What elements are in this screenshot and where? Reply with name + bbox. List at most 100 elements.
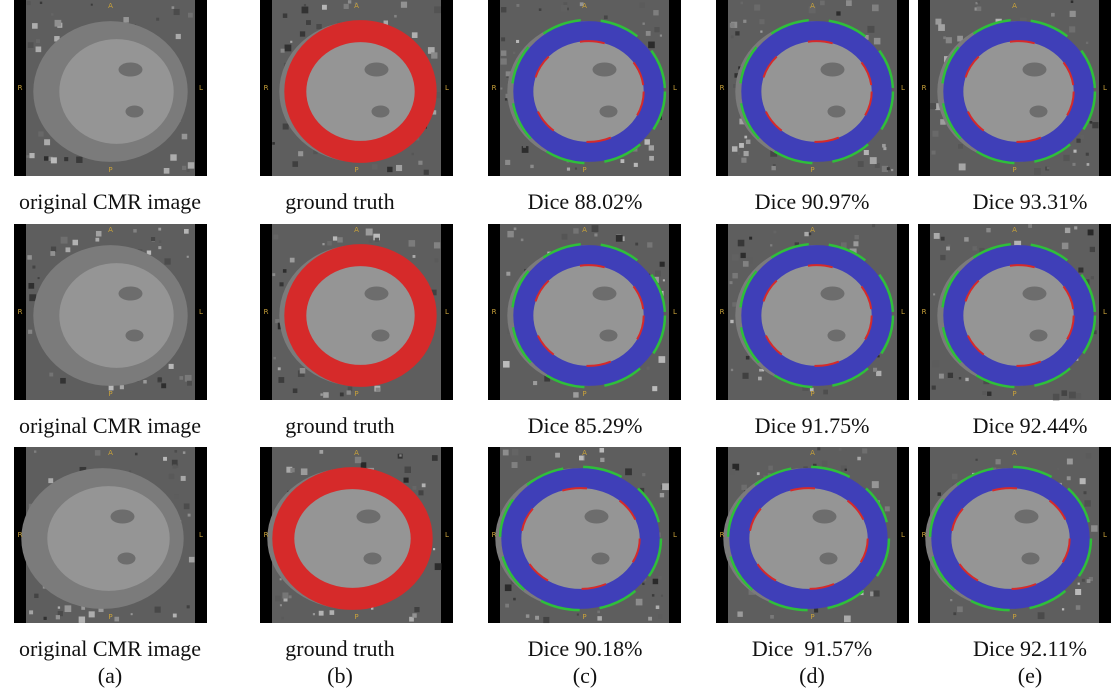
texture bbox=[513, 52, 515, 54]
texture bbox=[28, 450, 33, 455]
orientation-label: P bbox=[354, 166, 358, 174]
texture bbox=[1047, 167, 1050, 170]
texture bbox=[387, 167, 392, 172]
texture bbox=[1078, 268, 1083, 273]
texture bbox=[749, 237, 752, 240]
texture bbox=[28, 330, 32, 334]
texture bbox=[293, 388, 298, 393]
texture bbox=[959, 377, 961, 379]
texture bbox=[1069, 392, 1076, 399]
column-label: (e) bbox=[1018, 663, 1042, 688]
texture bbox=[820, 1, 825, 6]
texture bbox=[996, 459, 1001, 464]
texture bbox=[505, 604, 509, 608]
texture bbox=[431, 52, 437, 58]
orientation-label: A bbox=[1012, 449, 1017, 457]
texture bbox=[298, 151, 303, 156]
texture bbox=[32, 266, 35, 269]
texture bbox=[1074, 226, 1077, 229]
texture bbox=[660, 262, 665, 267]
texture bbox=[187, 381, 192, 386]
texture bbox=[873, 590, 879, 596]
texture bbox=[76, 157, 82, 163]
texture bbox=[327, 241, 332, 246]
texture bbox=[282, 592, 288, 598]
texture bbox=[337, 237, 342, 242]
orientation-label: A bbox=[354, 449, 359, 457]
orientation-label: R bbox=[18, 84, 23, 92]
texture bbox=[173, 464, 177, 468]
texture bbox=[844, 616, 851, 623]
texture bbox=[278, 377, 284, 383]
texture bbox=[773, 231, 776, 234]
caption: original CMR image bbox=[19, 636, 201, 661]
orientation-label: P bbox=[108, 166, 112, 174]
cavity-detail bbox=[119, 63, 143, 77]
texture bbox=[662, 483, 669, 490]
texture bbox=[1076, 605, 1081, 610]
texture bbox=[621, 159, 625, 163]
texture bbox=[275, 319, 279, 323]
orientation-label: L bbox=[673, 531, 677, 539]
orientation-label: A bbox=[810, 449, 815, 457]
texture bbox=[642, 473, 645, 476]
texture bbox=[652, 386, 657, 391]
texture bbox=[642, 23, 644, 25]
texture bbox=[96, 231, 102, 237]
texture bbox=[872, 481, 879, 488]
texture bbox=[319, 450, 323, 454]
texture bbox=[654, 27, 659, 32]
texture bbox=[1062, 243, 1068, 249]
texture bbox=[72, 240, 78, 246]
texture bbox=[1084, 500, 1090, 506]
orientation-label: P bbox=[1012, 390, 1016, 398]
texture bbox=[940, 255, 945, 260]
cavity-detail bbox=[1022, 553, 1040, 565]
texture bbox=[938, 24, 945, 31]
texture bbox=[946, 247, 950, 251]
cavity-detail bbox=[372, 330, 390, 342]
texture bbox=[973, 246, 977, 250]
cmr-image: ARLP bbox=[716, 447, 909, 623]
orientation-label: A bbox=[108, 2, 113, 10]
orientation-label: L bbox=[1103, 531, 1107, 539]
texture bbox=[361, 462, 367, 468]
texture bbox=[975, 459, 977, 461]
texture bbox=[188, 13, 193, 18]
texture bbox=[182, 166, 186, 170]
texture bbox=[396, 165, 402, 171]
texture bbox=[38, 131, 43, 136]
texture bbox=[854, 235, 858, 239]
texture bbox=[770, 244, 772, 246]
cmr-image: ARLP bbox=[918, 0, 1111, 176]
texture bbox=[1088, 229, 1094, 235]
cavity-detail bbox=[126, 106, 144, 118]
texture bbox=[56, 615, 60, 619]
texture bbox=[27, 1, 31, 5]
orientation-label: P bbox=[582, 613, 586, 621]
orientation-label: A bbox=[582, 226, 587, 234]
heart-inner bbox=[59, 39, 173, 144]
texture bbox=[771, 166, 775, 170]
cavity-detail bbox=[119, 287, 143, 301]
texture bbox=[1075, 589, 1081, 595]
texture bbox=[173, 614, 177, 618]
texture bbox=[523, 145, 526, 148]
cavity-detail bbox=[828, 330, 846, 342]
texture bbox=[292, 161, 298, 167]
texture bbox=[604, 15, 608, 19]
caption: ground truth bbox=[285, 636, 394, 661]
texture bbox=[760, 30, 762, 32]
texture bbox=[872, 5, 879, 12]
texture bbox=[891, 169, 893, 171]
texture bbox=[313, 613, 315, 615]
texture bbox=[413, 486, 417, 490]
texture bbox=[625, 468, 632, 475]
texture bbox=[746, 140, 750, 144]
texture bbox=[658, 615, 663, 620]
texture bbox=[763, 227, 768, 232]
orientation-label: R bbox=[492, 84, 497, 92]
texture bbox=[658, 576, 662, 580]
caption: original CMR image bbox=[19, 189, 201, 214]
